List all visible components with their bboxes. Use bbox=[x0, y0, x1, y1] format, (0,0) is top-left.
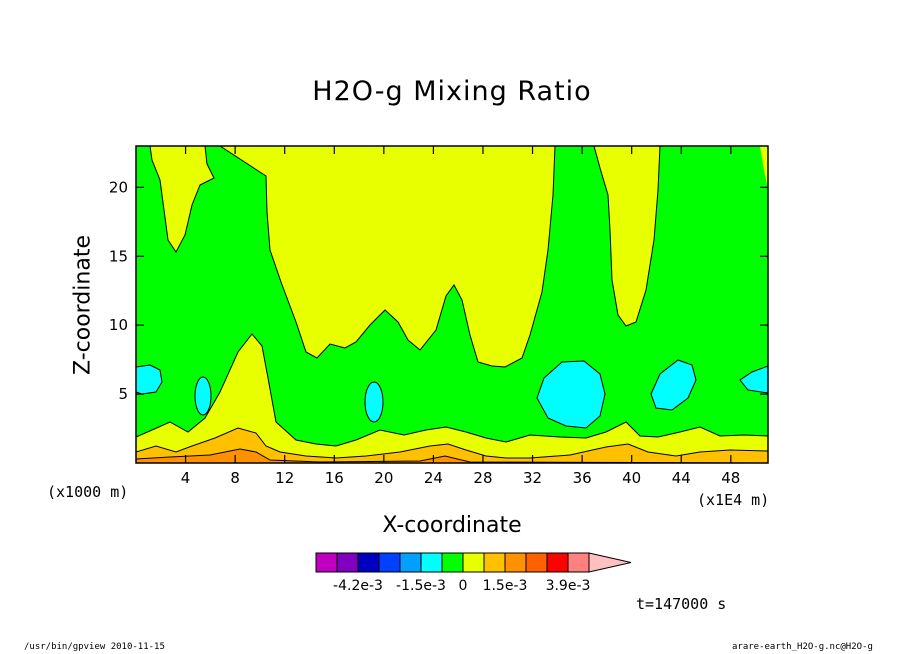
y-tick-label: 5 bbox=[118, 385, 128, 403]
colorbar-swatch bbox=[315, 552, 338, 573]
colorbar-swatch bbox=[336, 552, 359, 573]
cyan-blob-6 bbox=[739, 365, 768, 394]
colorbar-swatch bbox=[483, 552, 506, 573]
y-axis-label: Z-coordinate bbox=[70, 235, 96, 375]
chart-title: H2O-g Mixing Ratio bbox=[312, 76, 592, 107]
x-tick-label: 32 bbox=[523, 469, 542, 487]
colorbar-label: -1.5e-3 bbox=[396, 578, 446, 594]
yellow-band-bottom bbox=[136, 333, 768, 463]
colorbar-swatch bbox=[357, 552, 380, 573]
colorbar-swatch bbox=[567, 552, 590, 573]
colorbar-label: 0 bbox=[459, 578, 468, 594]
colorbar-swatch bbox=[441, 552, 464, 573]
time-label: t=147000 s bbox=[636, 595, 727, 613]
footer-program-date: /usr/bin/gpview 2010-11-15 bbox=[24, 642, 165, 652]
colorbar-swatch bbox=[378, 552, 401, 573]
x-tick-label: 16 bbox=[325, 469, 344, 487]
x-tick-label: 36 bbox=[573, 469, 592, 487]
yellow-region-top-center bbox=[219, 146, 556, 368]
colorbar-label: 1.5e-3 bbox=[483, 578, 528, 594]
y-axis-ticks: 5 10 15 20 bbox=[109, 178, 768, 403]
colorbar-label: 3.9e-3 bbox=[546, 578, 591, 594]
yellow-region-top-right-1 bbox=[593, 146, 661, 327]
x-tick-label: 48 bbox=[721, 469, 740, 487]
cyan-blob-4 bbox=[536, 360, 606, 429]
x-tick-label: 28 bbox=[473, 469, 492, 487]
orange-band-bottom bbox=[136, 427, 768, 463]
cyan-blob-2 bbox=[194, 376, 212, 416]
x-tick-label: 24 bbox=[424, 469, 443, 487]
dark-orange-band-bottom bbox=[136, 448, 768, 463]
x-tick-label: 40 bbox=[622, 469, 641, 487]
cyan-blob-3 bbox=[364, 381, 384, 423]
colorbar-swatch bbox=[525, 552, 548, 573]
colorbar: -4.2e-3 -1.5e-3 0 1.5e-3 3.9e-3 bbox=[315, 552, 632, 594]
colorbar-swatch bbox=[462, 552, 485, 573]
y-tick-label: 15 bbox=[109, 247, 128, 265]
y-tick-label: 20 bbox=[109, 178, 128, 196]
footer-file-variable: arare-earth_H2O-g.nc@H2O-g bbox=[732, 642, 873, 652]
colorbar-swatch bbox=[546, 552, 569, 573]
x-tick-label: 44 bbox=[672, 469, 691, 487]
x-tick-label: 4 bbox=[181, 469, 191, 487]
x-axis-label: X-coordinate bbox=[382, 513, 522, 538]
colorbar-label: -4.2e-3 bbox=[333, 578, 383, 594]
plot-frame bbox=[135, 145, 769, 464]
y-tick-label: 10 bbox=[109, 316, 128, 334]
contour-field bbox=[136, 146, 768, 463]
cyan-blob-5 bbox=[650, 359, 697, 411]
cyan-blob-1 bbox=[136, 364, 163, 395]
yellow-region-top-right-2 bbox=[760, 146, 768, 190]
x-unit-right-label: (x1E4 m) bbox=[697, 491, 770, 509]
x-tick-label: 20 bbox=[374, 469, 393, 487]
x-axis-ticks: 4 8 12 16 20 24 28 32 36 40 44 48 bbox=[181, 146, 740, 487]
x-unit-left-label: (x1000 m) bbox=[47, 483, 129, 501]
colorbar-swatch bbox=[504, 552, 527, 573]
colorbar-arrow bbox=[588, 552, 632, 573]
yellow-region-top-left bbox=[149, 146, 215, 253]
x-tick-label: 8 bbox=[230, 469, 240, 487]
x-tick-label: 12 bbox=[275, 469, 294, 487]
colorbar-swatch bbox=[399, 552, 422, 573]
colorbar-swatch bbox=[420, 552, 443, 573]
